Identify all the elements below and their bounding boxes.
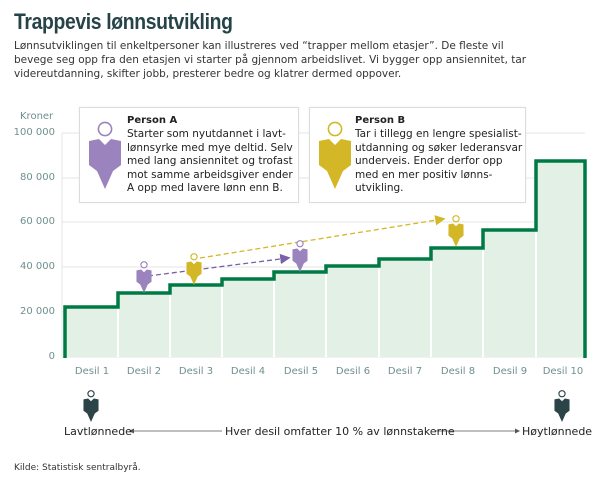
person-b-line: utdanning og søker lederansvar	[355, 141, 523, 154]
intro-line: bevege seg opp fra den etasjen vi starte…	[14, 54, 527, 66]
y-tick-20000: 20 000	[20, 306, 55, 317]
person-a-line: Starter som nyutdannet i lavt-	[127, 128, 286, 140]
person-a-line: mot samme arbeidsgiver ender	[127, 168, 293, 181]
page-title: Trappevis lønnsutvikling	[14, 9, 233, 34]
person-a-start-icon	[135, 261, 153, 293]
person-a-line: med lang ansiennitet og trofast	[127, 155, 293, 167]
y-tick-100000: 100 000	[13, 127, 55, 138]
y-tick-60000: 60 000	[20, 216, 55, 227]
decile-explanation: Hver desil omfatter 10 % av lønnstakerne	[225, 425, 455, 438]
x-tick-desil-1: Desil 1	[74, 366, 110, 377]
intro-line: Lønnsutviklingen til enkeltpersoner kan …	[14, 40, 504, 52]
y-tick-40000: 40 000	[20, 261, 55, 272]
person-b-description: Tar i tillegg en lengre spesialist- utda…	[355, 128, 522, 196]
step-line	[63, 159, 587, 358]
person-b-name: Person B	[355, 115, 406, 126]
person-a-description: Starter som nyutdannet i lavt- lønnsyrke…	[127, 128, 293, 196]
x-tick-desil-4: Desil 4	[230, 366, 266, 377]
person-b-line: underveis. Ender derfor opp	[355, 155, 503, 167]
person-a-name: Person A	[127, 115, 178, 126]
person-b-end-icon	[447, 215, 465, 247]
x-tick-desil-9: Desil 9	[492, 366, 528, 377]
source-note: Kilde: Statistisk sentralbyrå.	[14, 463, 141, 473]
person-a-icon	[89, 121, 121, 189]
low-earner-icon	[82, 390, 100, 422]
y-tick-80000: 80 000	[20, 172, 55, 183]
person-a-callout: Person A Starter som nyutdannet i lavt- …	[79, 107, 299, 203]
person-b-line: med en mer positiv lønns-	[355, 168, 493, 181]
person-b-start-icon	[185, 253, 203, 285]
x-tick-desil-3: Desil 3	[178, 366, 214, 377]
person-b-icon	[319, 121, 351, 189]
person-b-line: Tar i tillegg en lengre spesialist-	[355, 128, 522, 140]
person-b-callout: Person B Tar i tillegg en lengre spesial…	[309, 107, 526, 203]
person-b-trajectory	[199, 215, 446, 259]
low-earners-label: Lavtlønnede	[64, 425, 132, 438]
person-a-line: A opp med lavere lønn enn B.	[127, 182, 283, 194]
x-tick-desil-6: Desil 6	[335, 366, 371, 377]
y-axis-unit: Kroner	[20, 111, 54, 122]
intro-line: videreutdanning, skifter jobb, presterer…	[14, 68, 402, 80]
x-tick-desil-10: Desil 10	[542, 366, 584, 377]
person-a-line: lønnsyrke med mye deltid. Selv	[127, 141, 293, 154]
person-b-line: utvikling.	[355, 182, 404, 194]
x-tick-desil-5: Desil 5	[283, 366, 319, 377]
x-tick-desil-8: Desil 8	[440, 366, 476, 377]
step-area	[65, 161, 585, 357]
x-tick-desil-7: Desil 7	[387, 366, 423, 377]
x-tick-desil-2: Desil 2	[126, 366, 162, 377]
y-tick-0: 0	[48, 351, 55, 362]
high-earner-icon	[553, 390, 571, 422]
intro-text: Lønnsutviklingen til enkeltpersoner kan …	[14, 39, 527, 81]
high-earners-label: Høytlønnede	[522, 425, 593, 438]
